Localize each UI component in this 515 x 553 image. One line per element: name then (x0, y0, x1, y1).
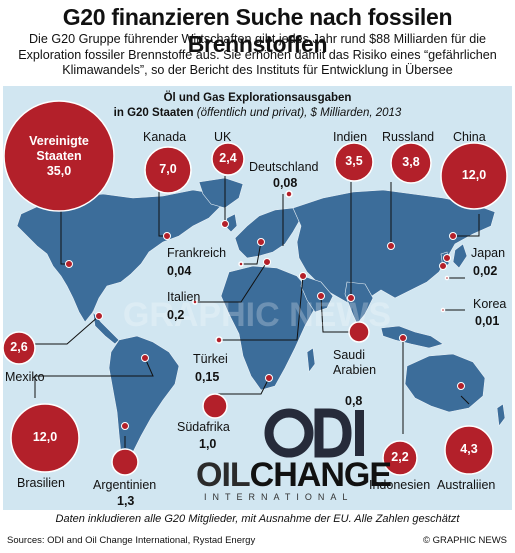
germany-name: Deutschland (249, 160, 319, 174)
southafrica-name: Südafrika (177, 420, 230, 434)
india-value: 3,5 (345, 154, 363, 168)
map-dots (65, 220, 465, 430)
brazil-value: 12,0 (32, 430, 58, 444)
sources: Sources: ODI and Oil Change Internationa… (7, 535, 256, 546)
bubble-usa (3, 100, 115, 212)
bubble-argentina (111, 448, 139, 476)
mexico-value: 2,6 (10, 340, 28, 354)
bubble-australia (444, 425, 494, 475)
asia-shape (292, 189, 496, 309)
uk-value: 2,4 (219, 151, 237, 165)
bubble-southafrica (202, 393, 228, 419)
japan-shape (452, 243, 468, 269)
saudi-value: 0,8 (345, 394, 363, 408)
saudi-name: Saudi Arabien (333, 348, 377, 377)
north-america-shape (16, 189, 222, 323)
bubble-saudi (348, 321, 370, 343)
indonesia-value: 2,2 (391, 450, 409, 464)
usa-bubble-label: Vereinigte Staaten 35,0 (9, 134, 109, 179)
usa-value: 35,0 (46, 164, 72, 178)
france-value: 0,04 (167, 264, 192, 278)
odi-logo (264, 408, 364, 458)
panel-title-line2: in G20 Staaten (öffentlich und privat), … (3, 106, 512, 121)
intro-text: Die G20 Gruppe führender Wirtschaften gi… (18, 32, 497, 77)
panel-title: Öl und Gas Explorationsausgaben in G20 S… (3, 91, 512, 121)
bubble-turkey (215, 336, 223, 344)
bubbles (3, 100, 508, 476)
china-value: 12,0 (461, 168, 487, 182)
headline: G20 finanzieren Suche nach fossilen Bren… (62, 4, 453, 57)
bubble-germany (285, 190, 293, 198)
brazil-name: Brasilien (17, 476, 65, 490)
russia-value: 3,8 (402, 155, 420, 169)
bubble-mexico (3, 331, 36, 365)
canada-value: 7,0 (159, 162, 177, 176)
indonesia-shape (380, 325, 444, 349)
oilchange-logo-change: CHANGE (249, 456, 392, 494)
bubble-uk (211, 142, 245, 176)
oilchange-logo: OILCHANGE (196, 456, 392, 494)
australia-name: Australiien (437, 478, 496, 492)
japan-value: 0,02 (473, 264, 498, 278)
central-america-shape (92, 310, 120, 345)
india-name: Indien (333, 130, 368, 144)
southafrica-value: 1,0 (199, 437, 217, 451)
bubble-china (440, 142, 508, 210)
uk-name: UK (214, 130, 232, 144)
france-name: Frankreich (167, 246, 227, 260)
oilchange-logo-oil: OIL (196, 456, 251, 494)
russia-name: Russland (382, 130, 435, 144)
watermark: GRAPHIC NEWS (123, 296, 391, 334)
canada-name: Kanada (143, 130, 187, 144)
new-zealand-shape (496, 403, 506, 427)
australia-shape (404, 353, 486, 413)
korea-name: Korea (473, 297, 507, 311)
usa-name: Vereinigte Staaten (29, 134, 89, 163)
bubble-korea (440, 307, 446, 313)
panel-title-main: Öl und Gas Explorationsausgaben (163, 92, 352, 104)
mexico-name: Mexiko (5, 370, 45, 384)
bubble-canada (144, 146, 192, 194)
oilchange-logo-sub: INTERNATIONAL (204, 492, 354, 502)
italy-value: 0,2 (167, 308, 185, 322)
turkey-value: 0,15 (195, 370, 220, 384)
germany-value: 0,08 (273, 176, 298, 190)
indonesia-name: Indonesien (369, 478, 431, 492)
south-america-shape (108, 335, 180, 465)
bubble-brazil (10, 403, 80, 473)
italy-name: Italien (167, 290, 201, 304)
turkey-name: Türkei (193, 352, 228, 366)
leader-lines (19, 176, 480, 448)
madagascar-shape (306, 347, 316, 373)
bubble-japan (444, 275, 450, 281)
continents (16, 177, 506, 465)
argentina-name: Argentinien (93, 478, 157, 492)
footnote: Daten inkludieren alle G20 Mitglieder, m… (55, 513, 460, 525)
bubble-italy (192, 299, 198, 305)
korea-value: 0,01 (475, 314, 500, 328)
bubble-russia (390, 142, 432, 184)
bubble-indonesia (382, 440, 418, 476)
panel-title-line2-text: in G20 Staaten (113, 107, 194, 119)
bubble-india (334, 142, 374, 182)
greenland-shape (198, 177, 244, 209)
australia-value: 4,3 (460, 442, 478, 456)
world-map: GRAPHIC NEWS (3, 100, 508, 476)
copyright: © GRAPHIC NEWS (422, 535, 507, 546)
china-name: China (453, 130, 486, 144)
bubble-france (238, 261, 244, 267)
india-shape (344, 281, 374, 325)
panel-subtitle: (öffentlich und privat), $ Milliarden, 2… (196, 107, 402, 119)
map-panel: GRAPHIC NEWS (3, 86, 512, 510)
japan-name: Japan (471, 246, 506, 260)
europe-shape (234, 207, 302, 259)
argentina-value: 1,3 (117, 494, 135, 508)
